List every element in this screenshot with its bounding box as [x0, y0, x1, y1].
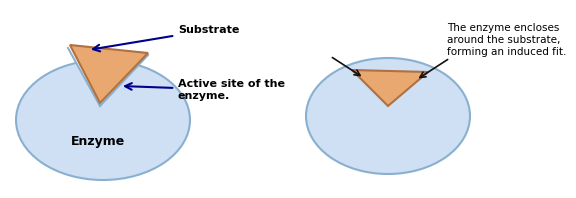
Text: Enzyme: Enzyme	[71, 135, 125, 148]
Text: Active site of the
enzyme.: Active site of the enzyme.	[125, 79, 285, 101]
Text: Substrate: Substrate	[93, 25, 240, 51]
Text: The enzyme encloses
around the substrate,
forming an induced fit.: The enzyme encloses around the substrate…	[447, 23, 566, 57]
Ellipse shape	[16, 60, 190, 180]
Ellipse shape	[306, 58, 470, 174]
Polygon shape	[70, 45, 148, 103]
Polygon shape	[352, 70, 428, 106]
Polygon shape	[68, 0, 148, 106]
